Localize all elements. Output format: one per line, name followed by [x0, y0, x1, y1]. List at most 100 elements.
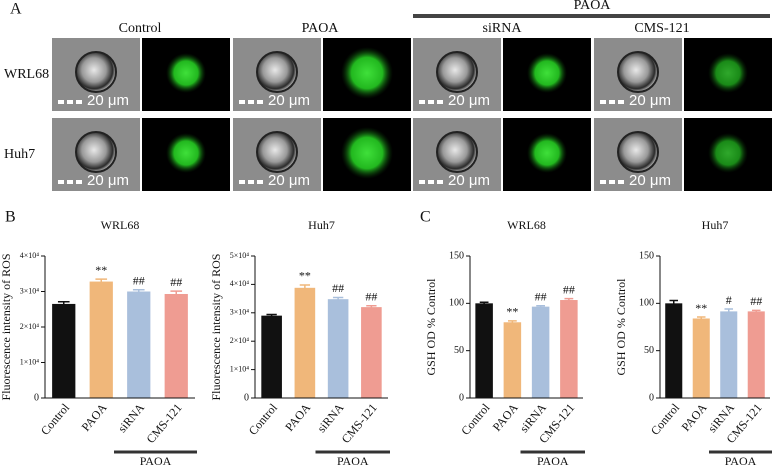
bar [720, 311, 738, 398]
y-tick-label: 50 [644, 345, 654, 356]
bar [164, 293, 188, 398]
fluorescence-signal [341, 127, 393, 179]
error-bar [299, 284, 311, 291]
x-tick-label: CMS-121 [143, 401, 184, 446]
bar [294, 287, 316, 398]
significance: # [726, 293, 732, 307]
significance: ** [506, 305, 518, 319]
error-bar [170, 290, 183, 297]
scale-bar-label: 20 μm [629, 92, 671, 109]
y-axis-label: Fluorescence intensity of ROS [209, 254, 223, 401]
bar [261, 315, 282, 398]
x-tick-label: PAOA [79, 400, 110, 433]
x-tick-label: CMS-121 [339, 401, 380, 446]
cell [617, 131, 659, 173]
y-tick-label: 100 [639, 298, 654, 309]
x-tick-label: PAOA [679, 400, 710, 433]
group-label: PAOA [337, 454, 369, 468]
significance: ## [365, 289, 377, 303]
bar [747, 311, 765, 398]
cell [436, 131, 478, 173]
bar [560, 300, 578, 398]
panel-label: B [5, 209, 16, 226]
row-label: Huh7 [4, 147, 35, 162]
error-bar [751, 309, 761, 313]
bar [361, 307, 382, 398]
x-tick-label: Control [458, 400, 493, 438]
cell [256, 51, 298, 93]
scale-bar-label: 20 μm [268, 172, 310, 189]
significance: ## [133, 273, 145, 287]
fluorescence-signal [166, 133, 206, 173]
panel-label: A [10, 1, 22, 18]
column-label: siRNA [483, 21, 523, 36]
bar [692, 318, 710, 398]
x-tick-label: Control [38, 400, 73, 438]
y-tick-label: 4×10⁴ [230, 279, 250, 288]
error-bar [479, 301, 489, 305]
fluorescence-signal [166, 53, 206, 93]
x-tick-label: PAOA [490, 400, 521, 433]
error-bar [564, 297, 574, 302]
y-tick-label: 4×10⁴ [20, 251, 40, 260]
y-tick-label: 2×10⁴ [20, 322, 40, 331]
scale-bar-label: 20 μm [629, 172, 671, 189]
error-bar [266, 313, 277, 317]
error-bar [95, 278, 108, 285]
y-tick-label: 1×10⁴ [230, 364, 250, 373]
significance: ** [299, 269, 311, 283]
x-tick-label: siRNA [115, 400, 147, 435]
column-label: Control [119, 21, 162, 36]
significance: ## [170, 275, 182, 289]
y-tick-label: 50 [454, 345, 464, 356]
column-label: PAOA [302, 21, 340, 36]
scale-bar-label: 20 μm [448, 92, 490, 109]
y-tick-label: 3×10⁴ [20, 286, 40, 295]
y-axis-label: GSH OD % Control [614, 278, 628, 376]
error-bar [132, 288, 145, 294]
y-tick-label: 150 [639, 250, 654, 261]
cell [75, 51, 117, 93]
fluorescence-signal [708, 53, 748, 93]
group-label: PAOA [537, 454, 569, 468]
error-bar [332, 296, 344, 301]
y-tick-label: 0 [34, 392, 39, 403]
significance: ## [563, 282, 575, 296]
error-bar [536, 304, 546, 308]
bar [503, 322, 522, 398]
significance: ## [750, 294, 762, 308]
significance: ## [332, 281, 344, 295]
y-tick-label: 150 [449, 250, 464, 261]
bar [665, 303, 683, 398]
y-tick-label: 0 [459, 392, 464, 403]
column-label: CMS-121 [634, 21, 689, 36]
significance: ## [535, 289, 547, 303]
y-axis-label: Fluorescence intensity of ROS [0, 254, 13, 401]
y-tick-label: 5×10⁴ [230, 251, 250, 260]
fluorescence-signal [341, 47, 393, 99]
error-bar [366, 304, 377, 309]
chart-title: WRL68 [507, 218, 546, 232]
cell [75, 131, 117, 173]
error-bar [57, 301, 70, 307]
y-tick-label: 1×10⁴ [20, 357, 40, 366]
y-tick-label: 100 [449, 298, 464, 309]
bar [52, 303, 76, 398]
y-tick-label: 2×10⁴ [230, 336, 250, 345]
y-tick-label: 0 [649, 392, 654, 403]
group-label: PAOA [140, 454, 172, 468]
y-axis-label: GSH OD % Control [424, 278, 438, 376]
bar [475, 303, 493, 398]
fluorescence-signal [527, 133, 567, 173]
significance: ** [95, 263, 107, 277]
fluorescence-signal [708, 133, 748, 173]
scale-bar-label: 20 μm [268, 92, 310, 109]
error-bar [724, 308, 734, 314]
cell [256, 131, 298, 173]
chart-title: Huh7 [308, 218, 335, 232]
y-tick-label: 3×10⁴ [230, 308, 250, 317]
cell [436, 51, 478, 93]
fluorescence-signal [527, 53, 567, 93]
row-label: WRL68 [4, 67, 49, 82]
